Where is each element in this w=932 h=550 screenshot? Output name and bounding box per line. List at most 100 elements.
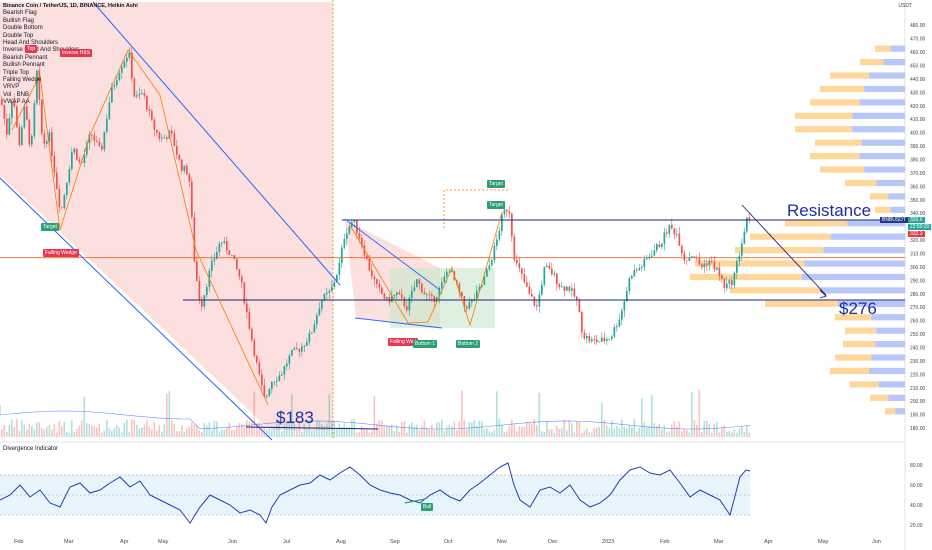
volume-bar — [451, 426, 453, 437]
volume-bar — [68, 432, 71, 437]
wedge-lower — [354, 317, 443, 329]
volume-bar — [398, 431, 401, 437]
vwap-line — [0, 405, 751, 430]
candle-body — [476, 290, 478, 300]
volume-bar — [131, 419, 133, 437]
candle-body — [111, 86, 113, 103]
indicator-item[interactable]: Head And Shoulders — [3, 40, 59, 47]
volume-bar — [1, 429, 3, 437]
volume-bar — [686, 429, 688, 437]
candle-body — [556, 273, 558, 285]
candle-body — [381, 287, 383, 294]
indicator-item[interactable]: Falling Wedge — [3, 77, 42, 84]
volume-bar — [563, 419, 566, 437]
candle-body — [421, 283, 423, 293]
candle-body — [461, 292, 463, 297]
profile-bar-buy — [878, 381, 905, 388]
candle-body — [373, 276, 376, 280]
volume-bar — [108, 428, 111, 437]
volume-bar — [378, 420, 381, 437]
volume-bar — [618, 428, 621, 437]
volume-bar — [528, 422, 531, 437]
volume-bar — [651, 394, 653, 437]
candle-body — [271, 381, 273, 390]
candle-body — [48, 132, 51, 142]
indicator-item[interactable]: Vol · BNB — [3, 91, 30, 98]
candle-body — [106, 118, 108, 132]
volume-bar — [376, 423, 378, 437]
oscillator-tick-label: 80.00 — [910, 463, 923, 469]
candle-body — [103, 131, 106, 150]
volume-bar — [358, 431, 361, 437]
candles — [1, 47, 751, 400]
indicator-item[interactable]: Bearish Flag — [3, 10, 37, 17]
volume-bar — [588, 432, 591, 437]
candle-body — [298, 349, 301, 352]
candle-body — [648, 256, 651, 259]
candle-body — [638, 267, 641, 271]
indicator-item[interactable]: Inverse Head And Shoulders — [3, 47, 80, 54]
volume-bar — [88, 424, 91, 437]
volume-bar — [383, 425, 386, 437]
volume-bar — [18, 430, 21, 437]
candle-body — [211, 260, 213, 271]
volume-bar — [418, 429, 421, 437]
candle-body — [193, 216, 196, 262]
volume-bar — [483, 429, 486, 437]
candle-body — [566, 286, 568, 291]
volume-bar — [453, 421, 456, 437]
candle-body — [58, 188, 61, 208]
candle-body — [598, 341, 601, 343]
y-tick-label: 290.00 — [910, 278, 926, 284]
candle-body — [546, 265, 548, 268]
volume-bar — [523, 426, 526, 437]
indicator-item[interactable]: VWAP AA — [3, 99, 30, 106]
indicator-item[interactable]: Triple Top — [3, 69, 30, 76]
candle-body — [71, 152, 73, 170]
candle-body — [443, 276, 446, 283]
volume-bar — [726, 431, 728, 437]
volume-bar — [591, 432, 593, 437]
profile-bar-sell — [870, 193, 889, 200]
volume-bar — [148, 426, 151, 437]
volume-bar — [121, 432, 123, 437]
candle-body — [606, 339, 608, 341]
candle-body — [246, 303, 248, 313]
indicator-item[interactable]: Bullish Flag — [3, 17, 35, 24]
volume-bar — [606, 425, 608, 437]
candle-body — [596, 339, 598, 343]
indicator-item[interactable]: Bearish Pennant — [3, 54, 48, 61]
indicator-item[interactable]: Bullish Pennant — [3, 62, 45, 69]
indicator-item[interactable]: Double Bottom — [3, 25, 43, 32]
profile-bar-buy — [859, 99, 905, 106]
candle-body — [36, 70, 38, 104]
candle-body — [123, 61, 126, 68]
volume-bar — [548, 429, 551, 437]
indicator-item[interactable]: VRVP — [3, 84, 20, 91]
volume-bar — [471, 422, 473, 437]
inverse-hs-tag: Inverse H&S — [60, 49, 93, 57]
volume-bar — [666, 432, 668, 437]
candle-body — [128, 52, 131, 58]
candle-body — [86, 143, 88, 155]
x-tick-label: Nov — [497, 539, 507, 545]
candle-body — [723, 278, 726, 289]
volume-bar — [323, 425, 326, 437]
indicator-item[interactable]: Double Top — [3, 32, 34, 39]
volume-bar — [596, 428, 598, 437]
candle-body — [438, 288, 441, 298]
volume-bar — [463, 420, 466, 437]
candle-body — [23, 106, 26, 128]
y-tick-label: 230.00 — [910, 359, 926, 365]
volume-bar — [518, 426, 521, 437]
candle-body — [651, 255, 653, 257]
support-276-label: $276 — [839, 299, 877, 318]
volume-bar — [616, 425, 618, 437]
candle-body — [618, 319, 621, 327]
candle-body — [311, 332, 313, 334]
candle-body — [466, 306, 468, 309]
volume-bar — [183, 431, 186, 437]
candle-body — [241, 276, 243, 283]
volume-bar — [173, 424, 176, 437]
